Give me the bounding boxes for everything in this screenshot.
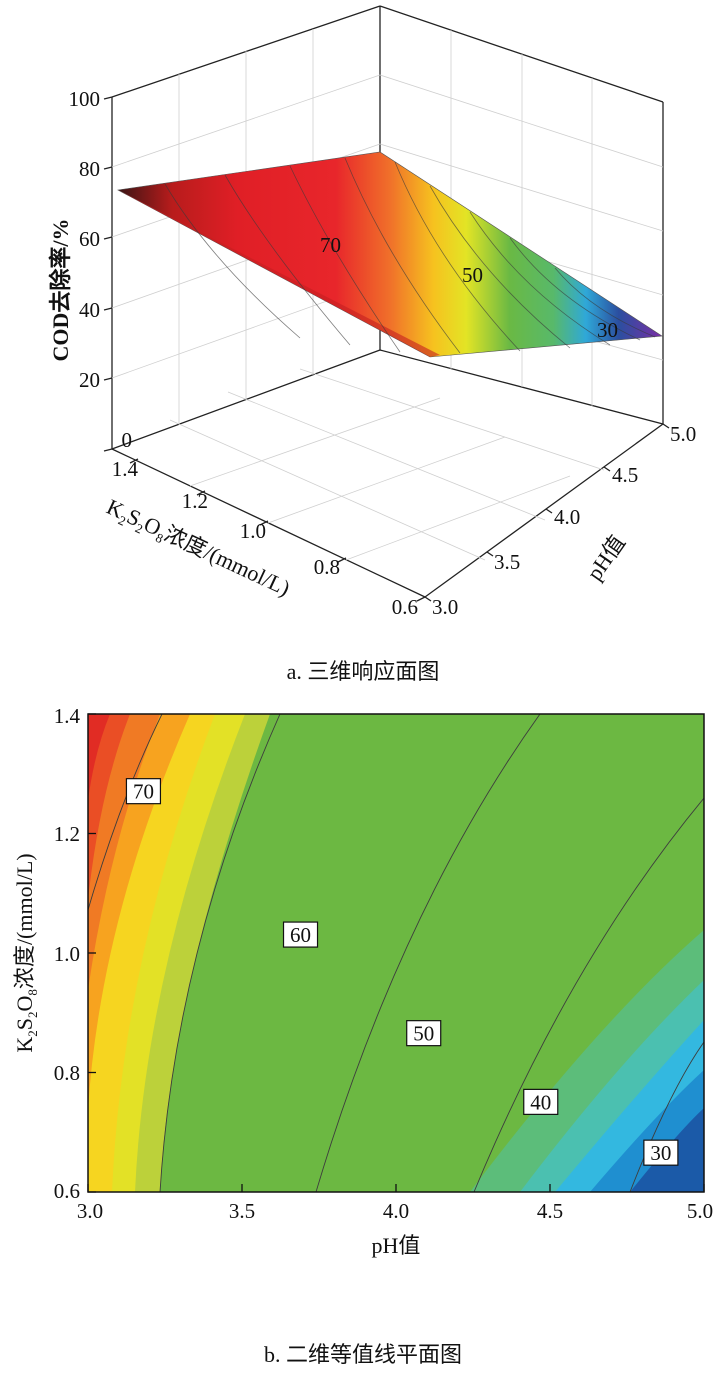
k-tick-label: 1.2 <box>182 489 208 513</box>
k-tick-marks <box>129 458 426 602</box>
contour-label-text: 40 <box>530 1090 551 1114</box>
contour-label-40: 40 <box>523 1088 559 1115</box>
z-tick-label: 80 <box>79 157 100 181</box>
contour-label-30: 30 <box>643 1139 679 1166</box>
z-axis-title: COD去除率/% <box>48 218 73 361</box>
box-gridlines <box>111 29 664 561</box>
contour-label-box <box>643 1139 679 1166</box>
x-tick-label: 4.0 <box>383 1199 409 1223</box>
ph-tick-label: 3.5 <box>494 550 520 574</box>
contour-label-box <box>406 1020 442 1047</box>
x-axis-title: pH值 <box>372 1233 421 1258</box>
surface-label-30: 30 <box>597 318 618 342</box>
y-tick-label: 0.8 <box>54 1061 80 1085</box>
surface-front-edge <box>118 190 440 357</box>
contour-label-text: 60 <box>290 923 311 947</box>
ph-axis-title: pH值 <box>582 530 631 584</box>
contour-labels: 70 60 50 40 30 <box>125 778 679 1166</box>
contour-label-70: 70 <box>125 778 162 805</box>
ph-tick-marks <box>424 423 670 602</box>
caption-b: b. 二维等值线平面图 <box>264 1342 462 1367</box>
ph-tick-label: 5.0 <box>670 422 696 446</box>
x-tick-marks <box>87 1184 705 1192</box>
k-tick-label: 1.4 <box>112 457 139 481</box>
y-tick-marks <box>88 713 96 1193</box>
y-tick-label: 1.2 <box>54 822 80 846</box>
contour-label-60: 60 <box>282 921 319 948</box>
z-tick-label: 100 <box>69 87 101 111</box>
caption-a: a. 三维响应面图 <box>287 659 440 684</box>
x-tick-label: 4.5 <box>537 1199 563 1223</box>
contour-label-box <box>125 778 162 805</box>
x-tick-label: 5.0 <box>687 1199 713 1223</box>
y-tick-label: 1.0 <box>54 942 80 966</box>
contour-label-text: 30 <box>650 1141 671 1165</box>
surface-label-50: 50 <box>462 263 483 287</box>
contour-chart-2d: 3.0 3.5 4.0 4.5 5.0 1.4 1.2 1.0 0.8 0.6 … <box>12 704 713 1367</box>
y-tick-label: 1.4 <box>54 704 81 728</box>
contour-lines <box>88 714 704 1192</box>
surface-label-70: 70 <box>320 233 341 257</box>
contour-label-text: 70 <box>133 780 154 804</box>
ph-tick-label: 3.0 <box>432 595 458 619</box>
k-tick-label: 0.6 <box>392 595 418 619</box>
surface-contours <box>164 157 656 354</box>
y-tick-label: 0.6 <box>54 1179 80 1203</box>
contour-label-box <box>523 1088 559 1115</box>
contour-label-box <box>282 921 319 948</box>
z-tick-marks <box>103 96 113 452</box>
response-surface <box>117 151 663 358</box>
x-tick-label: 3.5 <box>229 1199 255 1223</box>
y-axis-title: K2S2O8浓度/(mmol/L) <box>12 853 40 1052</box>
contour-label-text: 50 <box>413 1022 434 1046</box>
contour-fill <box>88 714 704 1192</box>
surface-chart-3d: 70 50 30 100 80 60 40 20 0 COD去除率/% 1.4 … <box>48 5 696 684</box>
z-tick-label: 20 <box>79 368 100 392</box>
z-tick-label: 60 <box>79 227 100 251</box>
z-tick-label: 0 <box>122 428 133 452</box>
z-tick-label: 40 <box>79 298 100 322</box>
k-tick-label: 1.0 <box>240 519 266 543</box>
ph-tick-label: 4.5 <box>612 463 638 487</box>
contour-label-50: 50 <box>406 1020 442 1047</box>
ph-tick-label: 4.0 <box>554 505 580 529</box>
k-tick-label: 0.8 <box>314 555 340 579</box>
x-tick-label: 3.0 <box>77 1199 103 1223</box>
